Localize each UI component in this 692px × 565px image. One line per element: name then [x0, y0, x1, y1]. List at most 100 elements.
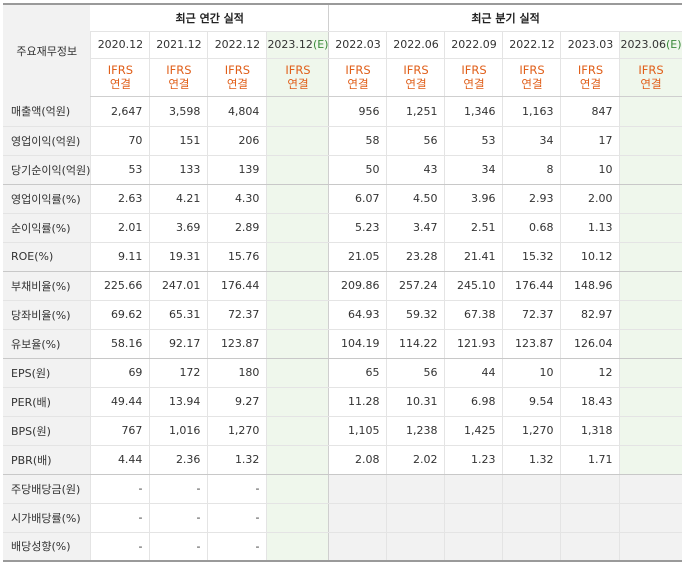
annual-value-cell	[266, 387, 329, 417]
quarterly-value-cell: 148.96	[560, 271, 620, 301]
table-body: 매출액(억원) 2,647 3,598 4,804 956 1,251 1,346 1,163…	[3, 96, 682, 562]
financial-summary-table: 주요재무정보 최근 연간 실적 최근 분기 실적 2020.12 2021.12 2…	[3, 3, 682, 562]
annual-value-cell	[266, 271, 329, 301]
annual-value-cell: 225.66	[90, 271, 150, 301]
quarterly-value-cell: 1,251	[386, 96, 445, 127]
quarterly-value-cell	[619, 126, 682, 156]
annual-value-cell: 49.44	[90, 387, 150, 417]
annual-value-cell: 151	[149, 126, 208, 156]
quarterly-empty-cell	[328, 474, 387, 504]
quarterly-value-cell: 53	[444, 126, 503, 156]
annual-value-cell	[266, 532, 329, 562]
annual-value-cell: 176.44	[207, 271, 267, 301]
period-header: 2022.03	[328, 31, 387, 59]
table-row: 시가배당률(%) - - -	[3, 503, 682, 533]
standard-line-ifrs: IFRS	[577, 63, 604, 77]
standard-line-consolidated: 연결	[463, 77, 485, 91]
standard-line-consolidated: 연결	[521, 77, 543, 91]
quarterly-empty-cell	[619, 503, 682, 533]
row-label: 당좌비율(%)	[3, 300, 91, 330]
quarterly-empty-cell	[328, 532, 387, 562]
quarterly-value-cell: 10.31	[386, 387, 445, 417]
quarterly-value-cell: 3.47	[386, 213, 445, 243]
quarterly-value-cell: 17	[560, 126, 620, 156]
row-label: 순이익률(%)	[3, 213, 91, 243]
period-label: 2021.12	[156, 38, 202, 51]
quarterly-value-cell: 123.87	[502, 329, 561, 359]
period-label: 2022.03	[335, 38, 381, 51]
quarterly-value-cell: 2.00	[560, 184, 620, 214]
period-header: 2021.12	[149, 31, 208, 59]
accounting-standard: IFRS 연결	[386, 58, 445, 97]
quarterly-value-cell	[619, 445, 682, 475]
row-label: 유보율(%)	[3, 329, 91, 359]
quarterly-value-cell	[619, 213, 682, 243]
quarterly-value-cell: 1,238	[386, 416, 445, 446]
quarterly-value-cell: 1.23	[444, 445, 503, 475]
period-label: 2022.12	[214, 38, 261, 51]
period-header: 2020.12	[90, 31, 150, 59]
table-row: 영업이익률(%) 2.63 4.21 4.30 6.07 4.50 3.96 2.93 2.00	[3, 184, 682, 214]
corner-label: 주요재무정보	[3, 3, 91, 96]
quarterly-value-cell	[619, 271, 682, 301]
quarterly-empty-cell	[502, 532, 561, 562]
quarterly-empty-cell	[444, 474, 503, 504]
quarterly-empty-cell	[619, 474, 682, 504]
annual-value-cell: 133	[149, 155, 208, 185]
quarterly-value-cell: 21.41	[444, 242, 503, 272]
quarterly-value-cell: 10	[502, 358, 561, 388]
estimate-mark: (E)	[312, 38, 329, 51]
period-header: 2022.09	[444, 31, 503, 59]
quarterly-value-cell: 1.32	[502, 445, 561, 475]
standard-line-consolidated: 연결	[405, 77, 427, 91]
standard-line-ifrs: IFRS	[461, 63, 487, 77]
quarterly-group-title: 최근 분기 실적	[328, 3, 682, 32]
quarterly-value-cell	[619, 416, 682, 446]
table-row: 주당배당금(원) - - -	[3, 474, 682, 504]
period-label: 2023.03	[567, 38, 614, 51]
quarterly-value-cell: 1.13	[560, 213, 620, 243]
quarterly-value-cell: 176.44	[502, 271, 561, 301]
quarterly-value-cell: 209.86	[328, 271, 387, 301]
annual-value-cell: 2,647	[90, 96, 150, 127]
period-header: 2023.12(E)	[266, 31, 329, 59]
table-row: 유보율(%) 58.16 92.17 123.87 104.19 114.22 121.93…	[3, 329, 682, 359]
accounting-standard: IFRS 연결	[149, 58, 208, 97]
annual-value-cell: 4.30	[207, 184, 267, 214]
quarterly-value-cell: 59.32	[386, 300, 445, 330]
row-label: ROE(%)	[3, 242, 91, 272]
quarterly-value-cell: 10	[560, 155, 620, 185]
period-header: 2022.12	[502, 31, 561, 59]
row-label: PER(배)	[3, 387, 91, 417]
annual-value-cell: 139	[207, 155, 267, 185]
table-row: PER(배) 49.44 13.94 9.27 11.28 10.31 6.98 9.54 18…	[3, 387, 682, 417]
quarterly-value-cell: 8	[502, 155, 561, 185]
annual-value-cell: 4.44	[90, 445, 150, 475]
accounting-standard: IFRS 연결	[328, 58, 387, 97]
quarterly-value-cell: 9.54	[502, 387, 561, 417]
quarterly-value-cell	[619, 96, 682, 127]
table-row: 당좌비율(%) 69.62 65.31 72.37 64.93 59.32 67.38 72.…	[3, 300, 682, 330]
table-row: 당기순이익(억원) 53 133 139 50 43 34 8 10	[3, 155, 682, 185]
quarterly-value-cell	[619, 358, 682, 388]
standard-line-consolidated: 연결	[640, 77, 662, 91]
quarterly-value-cell: 1,318	[560, 416, 620, 446]
annual-value-cell: 2.89	[207, 213, 267, 243]
quarterly-empty-cell	[502, 474, 561, 504]
row-label: 시가배당률(%)	[3, 503, 91, 533]
period-header: 2022.12	[207, 31, 267, 59]
row-label: 배당성향(%)	[3, 532, 91, 562]
quarterly-value-cell: 12	[560, 358, 620, 388]
row-label: 당기순이익(억원)	[3, 155, 91, 185]
annual-value-cell	[266, 445, 329, 475]
standard-line-ifrs: IFRS	[403, 63, 429, 77]
annual-value-cell: 3.69	[149, 213, 208, 243]
annual-value-cell	[266, 358, 329, 388]
annual-value-cell	[266, 503, 329, 533]
annual-value-cell: 4,804	[207, 96, 267, 127]
standard-line-ifrs: IFRS	[224, 63, 251, 77]
annual-value-cell: 247.01	[149, 271, 208, 301]
annual-value-cell: 1.32	[207, 445, 267, 475]
quarterly-value-cell: 65	[328, 358, 387, 388]
period-label: 2022.12	[509, 38, 555, 51]
